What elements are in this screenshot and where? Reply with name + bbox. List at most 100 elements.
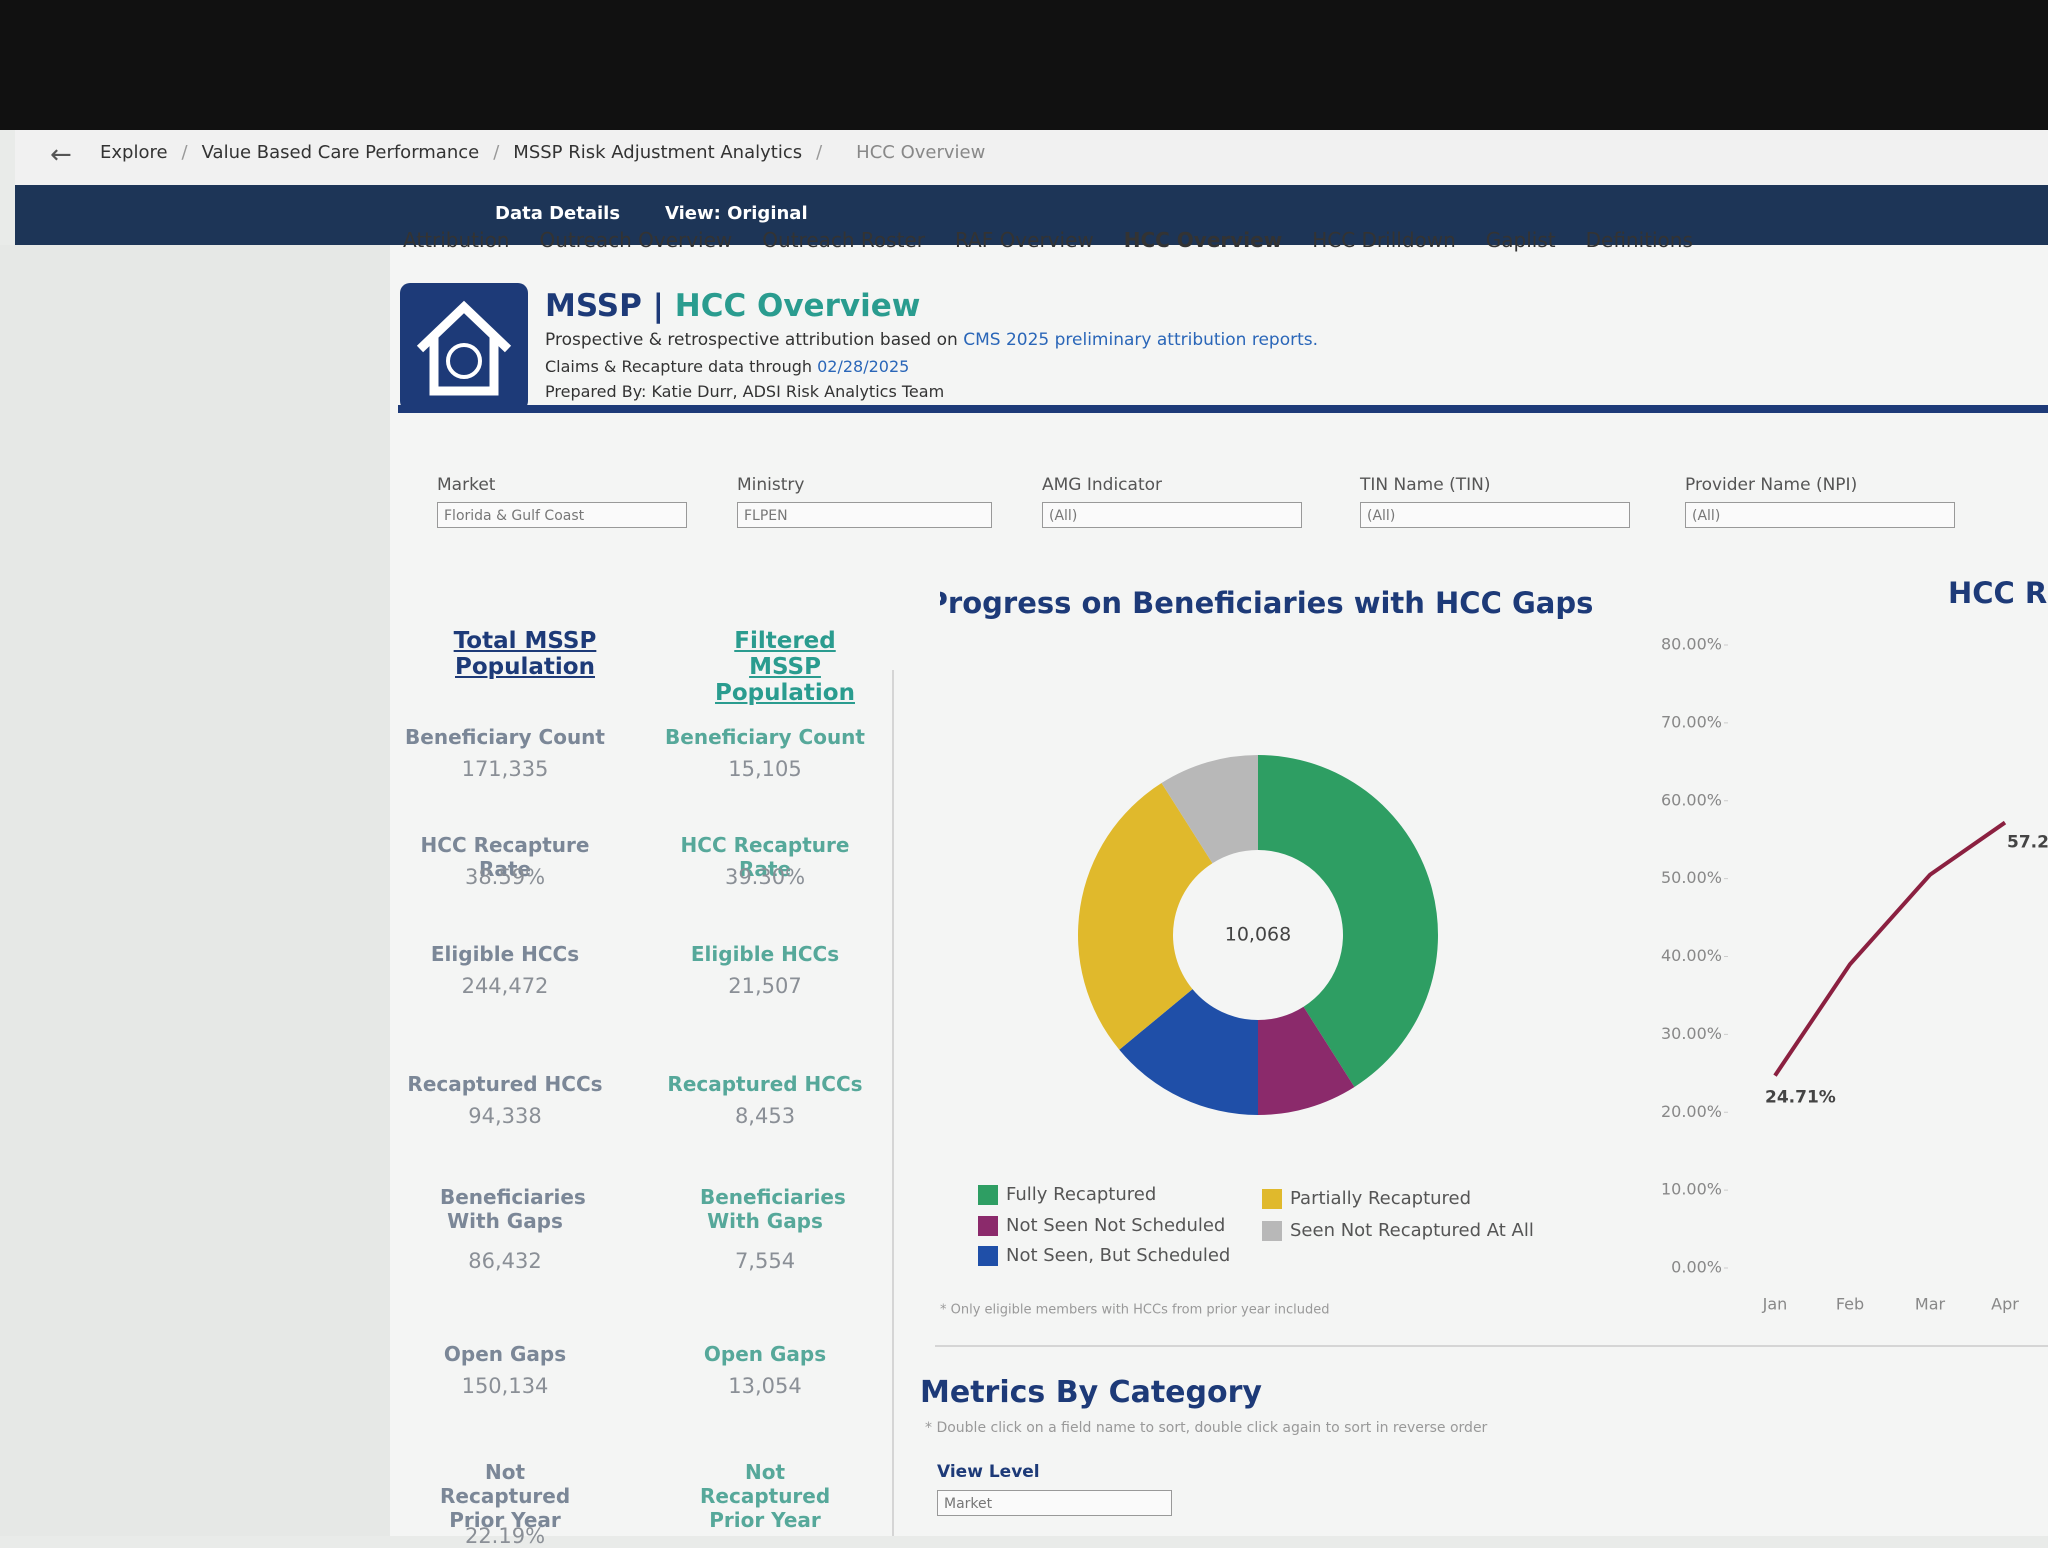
tab[interactable]: RAF Overview	[954, 228, 1094, 252]
kpi-value: 8,453	[734, 1104, 796, 1128]
tab[interactable]: Definitions	[1585, 228, 1693, 252]
kpi-label: Beneficiaries With Gaps	[440, 1185, 586, 1233]
separator: /	[816, 142, 823, 163]
view-button[interactable]: View: Original	[665, 203, 808, 224]
separator: /	[493, 142, 500, 163]
legend-label: Partially Recaptured	[1290, 1188, 1471, 1209]
donut-slice	[1258, 755, 1438, 1087]
kpi-label: Recaptured HCCs	[407, 1072, 603, 1096]
date: 02/28/2025	[817, 357, 910, 376]
kpi-value: 22.19%	[464, 1524, 546, 1548]
filter-dropdown[interactable]: Florida & Gulf Coast	[437, 502, 687, 528]
legend-label: Seen Not Recaptured At All	[1290, 1220, 1534, 1241]
header-rule	[398, 405, 2048, 413]
donut-slice	[1119, 989, 1258, 1115]
kpi-value: 38.59%	[464, 865, 546, 889]
kpi-value: 21,507	[728, 974, 802, 998]
tab[interactable]: Gaplist	[1485, 228, 1556, 252]
view-level-label: View Level	[937, 1462, 1040, 1482]
tab[interactable]: Outreach Overview	[539, 228, 733, 252]
kpi-value: 244,472	[461, 974, 549, 998]
left-margin	[0, 245, 390, 1536]
kpi-value: 7,554	[734, 1249, 796, 1273]
header-line: Claims & Recapture data through 02/28/20…	[545, 357, 909, 376]
x-tick-label: Feb	[1836, 1295, 1864, 1314]
logo-icon	[416, 300, 512, 396]
x-tick-label: Apr	[1991, 1295, 2019, 1314]
chart-title: HCC Re	[1948, 576, 2048, 610]
y-tick-label: 20.00%	[1661, 1102, 1722, 1121]
footnote: * Only eligible members with HCCs from p…	[940, 1303, 1330, 1318]
y-tick-label: 80.00%	[1661, 635, 1722, 654]
legend-label: Not Seen Not Scheduled	[1006, 1215, 1225, 1236]
text: Prospective & retrospective attribution …	[545, 330, 964, 350]
section-note: * Double click on a field name to sort, …	[925, 1420, 1488, 1436]
kpi-label: Open Gaps	[443, 1342, 567, 1366]
breadcrumb-item[interactable]: Value Based Care Performance	[201, 142, 480, 163]
x-tick-label: Mar	[1915, 1295, 1946, 1314]
tab[interactable]: HCC Drilldown	[1312, 228, 1456, 252]
filter-dropdown[interactable]: (All)	[1042, 502, 1302, 528]
x-tick-label: Jan	[1762, 1295, 1788, 1314]
filter-dropdown[interactable]: (All)	[1685, 502, 1955, 528]
legend-swatch	[978, 1216, 998, 1236]
line-chart: HCC Re 0.00% 10.00% 20.00% 30.00% 40.00% 50.00…	[1661, 576, 2048, 1314]
donut-slice	[1258, 1006, 1355, 1115]
filter-dropdown[interactable]: FLPEN	[737, 502, 992, 528]
header-line: Prospective & retrospective attribution …	[545, 330, 1318, 350]
line	[1773, 820, 2007, 1077]
link: CMS 2025 preliminary attribution reports…	[963, 330, 1319, 350]
text: Claims & Recapture data through	[545, 357, 818, 376]
divider	[935, 1345, 2048, 1347]
kpi-label: Beneficiary Count	[665, 725, 865, 749]
view-level-dropdown[interactable]: Market	[937, 1490, 1172, 1516]
data-label: 24.71%	[1765, 1088, 1836, 1108]
tab[interactable]: Attribution	[403, 228, 510, 252]
donut-slice	[1161, 755, 1258, 864]
breadcrumb-item[interactable]: Explore	[100, 142, 168, 163]
data-label: 57.2	[2007, 833, 2048, 853]
back-arrow[interactable]: ←	[50, 140, 72, 170]
breadcrumb: Explore / Value Based Care Performance / MSS…	[100, 142, 985, 163]
chart-title: Progress on Beneficiaries with HCC Gaps	[940, 586, 1593, 620]
donut-chart: Progress on Beneficiaries with HCC Gaps 1…	[940, 586, 1593, 1318]
kpi-label: Not Recaptured Prior Year	[440, 1460, 571, 1532]
kpi-label: Open Gaps	[703, 1342, 827, 1366]
legend-swatch	[1262, 1189, 1282, 1209]
kpi-label: Beneficiaries With Gaps	[700, 1185, 846, 1233]
filter-label: AMG Indicator	[1042, 475, 1162, 495]
kpi-label: Not Recaptured Prior Year	[700, 1460, 831, 1532]
filter-label: Provider Name (NPI)	[1685, 475, 1858, 495]
divider	[892, 670, 894, 1536]
bezel	[0, 0, 2048, 130]
y-tick-label: 40.00%	[1661, 946, 1722, 965]
kpi-value: 86,432	[468, 1249, 542, 1273]
kpi-value: 150,134	[461, 1374, 549, 1398]
data-details-button[interactable]: Data Details	[495, 203, 621, 224]
kpi-heading[interactable]: Filtered MSSP Population	[715, 628, 855, 706]
filter-label: TIN Name (TIN)	[1360, 475, 1491, 495]
kpi-value: 13,054	[728, 1374, 802, 1398]
kpi-label: Recaptured HCCs	[667, 1072, 863, 1096]
filter-dropdown[interactable]: (All)	[1360, 502, 1630, 528]
kpi-value: 15,105	[728, 757, 802, 781]
y-tick-label: 30.00%	[1661, 1024, 1722, 1043]
legend-swatch	[1262, 1221, 1282, 1241]
legend-label: Not Seen, But Scheduled	[1006, 1245, 1230, 1266]
header-title: MSSP | HCC Overview	[545, 288, 920, 324]
kpi-label: HCC Recapture Rate	[680, 833, 850, 881]
logo	[400, 283, 528, 411]
kpi-heading[interactable]: Total MSSP Population	[453, 628, 597, 680]
tabs: Attribution Outreach Overview Outreach Ros…	[403, 228, 1723, 252]
filter-label: Market	[437, 475, 496, 495]
tab[interactable]: HCC Overview	[1123, 228, 1283, 252]
kpi-value: 171,335	[461, 757, 549, 781]
breadcrumb-item[interactable]: MSSP Risk Adjustment Analytics	[513, 142, 803, 163]
filter-label: Ministry	[737, 475, 805, 495]
header-line: Prepared By: Katie Durr, ADSI Risk Analy…	[545, 382, 945, 401]
breadcrumb-item[interactable]: HCC Overview	[856, 142, 986, 163]
kpi-value: 39.30%	[724, 865, 806, 889]
tab[interactable]: Outreach Roster	[762, 228, 925, 252]
y-tick-label: 50.00%	[1661, 868, 1722, 887]
